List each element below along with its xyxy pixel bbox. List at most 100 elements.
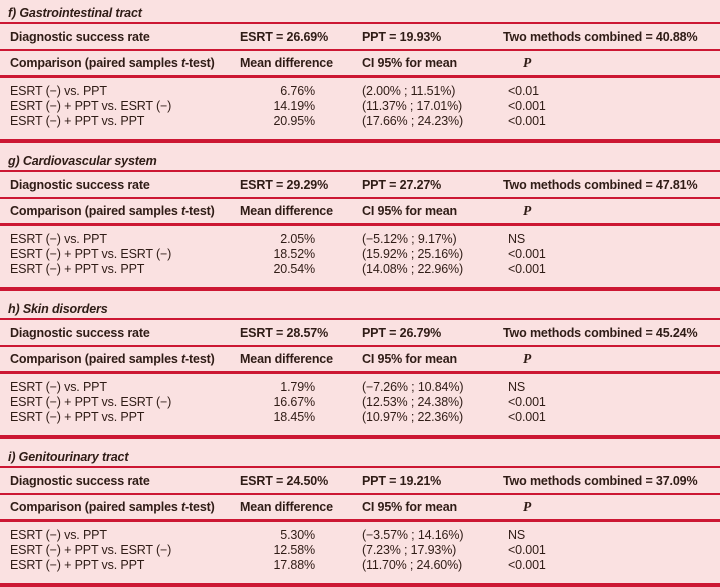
p-header: P — [523, 499, 532, 514]
comparison-row: ESRT (−) vs. PPT 5.30% (−3.57% ; 14.16%)… — [0, 528, 720, 543]
ci-header: CI 95% for mean — [362, 500, 458, 514]
comparison-header-label: Comparison (paired samples t-test) — [10, 352, 215, 366]
p-value: <0.001 — [508, 543, 546, 557]
comparison-row: ESRT (−) + PPT vs. PPT 20.95% (17.66% ; … — [0, 114, 720, 129]
ppt-rate: PPT = 27.27% — [362, 177, 442, 192]
combined-rate: Two methods combined = 47.81% — [503, 177, 698, 192]
ci-value: (−3.57% ; 14.16%) — [362, 528, 464, 542]
ci-value: (12.53% ; 24.38%) — [362, 395, 463, 409]
ci-value: (2.00% ; 11.51%) — [362, 84, 456, 98]
ci-header: CI 95% for mean — [362, 204, 458, 218]
ci-value: (14.08% ; 22.96%) — [362, 262, 463, 276]
comparison-header-label: Comparison (paired samples t-test) — [10, 500, 215, 514]
comparison-label: ESRT (−) + PPT vs. PPT — [10, 558, 145, 572]
divider-line — [0, 170, 720, 172]
divider-line — [0, 22, 720, 24]
esrt-rate: ESRT = 26.69% — [240, 29, 329, 44]
combined-rate: Two methods combined = 45.24% — [503, 325, 698, 340]
comparison-label: ESRT (−) + PPT vs. ESRT (−) — [10, 395, 172, 409]
comparison-row: ESRT (−) + PPT vs. ESRT (−) 14.19% (11.3… — [0, 99, 720, 114]
comparison-label: ESRT (−) + PPT vs. ESRT (−) — [10, 99, 172, 113]
combined-rate: Two methods combined = 40.88% — [503, 29, 698, 44]
success-rate-label: Diagnostic success rate — [10, 473, 150, 488]
p-value: NS — [508, 380, 526, 394]
ci-value: (11.37% ; 17.01%) — [362, 99, 463, 113]
divider-line — [0, 197, 720, 199]
comparison-row: ESRT (−) vs. PPT 1.79% (−7.26% ; 10.84%)… — [0, 380, 720, 395]
success-rate-row: Diagnostic success rate ESRT = 29.29% PP… — [0, 172, 720, 197]
comparison-row: ESRT (−) + PPT vs. ESRT (−) 18.52% (15.9… — [0, 247, 720, 262]
comparison-row: ESRT (−) vs. PPT 6.76% (2.00% ; 11.51%) … — [0, 84, 720, 99]
p-value: <0.01 — [508, 84, 539, 98]
comparison-row: ESRT (−) + PPT vs. ESRT (−) 16.67% (12.5… — [0, 395, 720, 410]
comparison-label: ESRT (−) vs. PPT — [10, 380, 107, 394]
comparison-label: ESRT (−) vs. PPT — [10, 528, 107, 542]
divider-line — [0, 493, 720, 495]
comparison-row: ESRT (−) + PPT vs. ESRT (−) 12.58% (7.23… — [0, 543, 720, 558]
mean-difference-value: 1.79% — [280, 380, 315, 394]
divider-line — [0, 49, 720, 51]
comparison-label: ESRT (−) vs. PPT — [10, 232, 107, 246]
comparison-rows: ESRT (−) vs. PPT 1.79% (−7.26% ; 10.84%)… — [0, 374, 720, 435]
comparison-header-row: Comparison (paired samples t-test) Mean … — [0, 51, 720, 75]
comparison-rows: ESRT (−) vs. PPT 5.30% (−3.57% ; 14.16%)… — [0, 522, 720, 583]
p-header: P — [523, 351, 532, 366]
comparison-rows: ESRT (−) vs. PPT 6.76% (2.00% ; 11.51%) … — [0, 78, 720, 139]
divider-line-thick — [0, 75, 720, 78]
esrt-rate: ESRT = 29.29% — [240, 177, 329, 192]
mean-difference-value: 2.05% — [280, 232, 315, 246]
section-title: i) Genitourinary tract — [8, 450, 129, 464]
p-value: <0.001 — [508, 99, 546, 113]
p-value: <0.001 — [508, 114, 546, 128]
section-genitourinary: i) Genitourinary tract Diagnostic succes… — [0, 439, 720, 587]
mean-difference-header: Mean difference — [240, 500, 333, 514]
mean-difference-value: 16.67% — [273, 395, 316, 409]
mean-difference-header: Mean difference — [240, 56, 333, 70]
mean-difference-value: 18.52% — [273, 247, 316, 261]
p-value: <0.001 — [508, 395, 546, 409]
mean-difference-value: 12.58% — [273, 543, 316, 557]
p-value: NS — [508, 528, 526, 542]
divider-line — [0, 345, 720, 347]
mean-difference-value: 18.45% — [273, 410, 316, 424]
mean-difference-value: 17.88% — [273, 558, 316, 572]
comparison-row: ESRT (−) + PPT vs. PPT 17.88% (11.70% ; … — [0, 558, 720, 573]
comparison-header-row: Comparison (paired samples t-test) Mean … — [0, 199, 720, 223]
divider-line-thick — [0, 223, 720, 226]
p-value: <0.001 — [508, 558, 546, 572]
ci-value: (15.92% ; 25.16%) — [362, 247, 463, 261]
p-header: P — [523, 55, 532, 70]
ci-value: (17.66% ; 24.23%) — [362, 114, 463, 128]
divider-line — [0, 318, 720, 320]
success-rate-label: Diagnostic success rate — [10, 325, 150, 340]
ci-value: (−5.12% ; 9.17%) — [362, 232, 457, 246]
mean-difference-value: 20.95% — [273, 114, 316, 128]
mean-difference-value: 5.30% — [280, 528, 315, 542]
comparison-label: ESRT (−) + PPT vs. ESRT (−) — [10, 543, 172, 557]
comparison-header-row: Comparison (paired samples t-test) Mean … — [0, 347, 720, 371]
p-header: P — [523, 203, 532, 218]
success-rate-row: Diagnostic success rate ESRT = 28.57% PP… — [0, 320, 720, 345]
ppt-rate: PPT = 19.21% — [362, 473, 442, 488]
section-skin: h) Skin disorders Diagnostic success rat… — [0, 291, 720, 439]
comparison-label: ESRT (−) + PPT vs. PPT — [10, 114, 145, 128]
esrt-rate: ESRT = 24.50% — [240, 473, 329, 488]
comparison-label: ESRT (−) + PPT vs. PPT — [10, 410, 145, 424]
comparison-row: ESRT (−) + PPT vs. PPT 18.45% (10.97% ; … — [0, 410, 720, 425]
mean-difference-header: Mean difference — [240, 204, 333, 218]
mean-difference-header: Mean difference — [240, 352, 333, 366]
mean-difference-value: 6.76% — [280, 84, 315, 98]
comparison-row: ESRT (−) + PPT vs. PPT 20.54% (14.08% ; … — [0, 262, 720, 277]
section-title: h) Skin disorders — [8, 302, 108, 316]
section-title: f) Gastrointestinal tract — [8, 6, 142, 20]
divider-line — [0, 466, 720, 468]
p-value: <0.001 — [508, 262, 546, 276]
ci-value: (−7.26% ; 10.84%) — [362, 380, 464, 394]
comparison-label: ESRT (−) + PPT vs. PPT — [10, 262, 145, 276]
ci-value: (11.70% ; 24.60%) — [362, 558, 463, 572]
ci-value: (10.97% ; 22.36%) — [362, 410, 463, 424]
section-cardiovascular: g) Cardiovascular system Diagnostic succ… — [0, 143, 720, 291]
comparison-label: ESRT (−) vs. PPT — [10, 84, 107, 98]
ppt-rate: PPT = 19.93% — [362, 29, 442, 44]
mean-difference-value: 14.19% — [273, 99, 316, 113]
